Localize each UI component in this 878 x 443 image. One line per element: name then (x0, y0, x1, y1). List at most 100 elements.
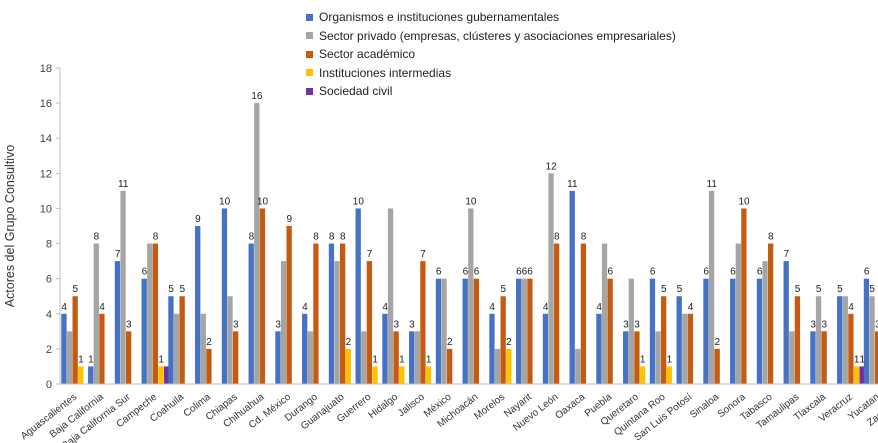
bar (221, 208, 228, 384)
bar (768, 243, 774, 384)
data-label: 3 (233, 319, 239, 330)
bar (628, 278, 634, 384)
legend-label: Sociedad civil (319, 84, 393, 99)
legend: Organismos e instituciones gubernamental… (306, 8, 676, 101)
bar (254, 103, 260, 384)
bar (66, 331, 73, 384)
legend-swatch (306, 13, 313, 21)
bar (280, 261, 287, 384)
bar (163, 366, 170, 384)
bar (382, 313, 388, 384)
bar (414, 331, 420, 384)
bar (853, 366, 860, 384)
bar (741, 208, 747, 384)
y-tick-label: 8 (46, 239, 52, 251)
data-label: 6 (522, 267, 528, 278)
y-tick-label: 18 (40, 63, 52, 75)
bar (355, 208, 361, 384)
legend-item-gobierno: Organismos e instituciones gubernamental… (306, 8, 676, 27)
y-tick-label: 10 (40, 203, 52, 215)
bar (607, 278, 613, 384)
bar (494, 348, 501, 384)
y-axis-title: Actores del Grupo Consultivo (3, 144, 17, 308)
bar (259, 208, 266, 384)
bar (206, 348, 212, 384)
bar (516, 278, 522, 384)
data-label: 4 (382, 302, 388, 313)
data-label: 1 (372, 354, 378, 365)
bar (393, 331, 399, 384)
bar (61, 313, 67, 384)
bar (435, 278, 442, 384)
bar (676, 296, 682, 384)
data-label: 9 (287, 214, 293, 225)
y-tick-label: 16 (40, 98, 52, 110)
bar (399, 366, 405, 384)
data-label: 5 (180, 284, 186, 295)
bar (468, 208, 474, 384)
bar (756, 278, 763, 384)
data-label: 1 (158, 354, 164, 365)
bar (195, 226, 201, 384)
bar (708, 190, 715, 384)
bar (489, 313, 495, 384)
bar (666, 366, 672, 384)
bar (147, 243, 153, 384)
y-tick-label: 12 (40, 168, 52, 180)
data-label: 1 (640, 354, 646, 365)
bar (569, 190, 575, 384)
bar (126, 331, 132, 384)
legend-label: Sector privado (empresas, clústeres y as… (319, 28, 676, 43)
bar (462, 278, 468, 384)
legend-label: Organismos e instituciones gubernamental… (319, 10, 560, 25)
bar (623, 331, 629, 384)
bar (783, 261, 789, 384)
data-label: 6 (474, 267, 480, 278)
bar (328, 243, 335, 384)
data-label: 10 (738, 196, 750, 207)
bar (655, 331, 661, 384)
y-axis: 0 2 4 6 8 10 12 14 16 18 (40, 63, 61, 391)
bar (361, 331, 367, 384)
data-label: 7 (784, 249, 790, 260)
data-label: 5 (837, 284, 843, 295)
data-label: 3 (623, 319, 629, 330)
data-label: 1 (78, 354, 84, 365)
data-label: 1 (88, 354, 94, 365)
bar (848, 313, 854, 384)
bar (93, 243, 99, 384)
data-label: 5 (168, 284, 174, 295)
legend-item-academico: Sector académico (306, 45, 676, 64)
data-label: 1 (667, 354, 673, 365)
data-label: 8 (581, 232, 587, 243)
data-label: 5 (869, 284, 875, 295)
bar (789, 331, 795, 384)
bar (661, 296, 667, 384)
data-label: 1 (854, 354, 860, 365)
data-label: 3 (126, 319, 132, 330)
bar (447, 348, 453, 384)
data-label: 6 (608, 267, 614, 278)
bar (345, 348, 351, 384)
data-label: 6 (730, 267, 736, 278)
data-label: 2 (506, 337, 512, 348)
x-tick-label: Jalisco (396, 391, 427, 419)
bar (730, 278, 736, 384)
legend-item-privado: Sector privado (empresas, clústeres y as… (306, 27, 676, 46)
data-label: 6 (142, 267, 148, 278)
bar (815, 296, 822, 384)
bar (473, 278, 480, 384)
bar (275, 331, 281, 384)
data-label: 4 (61, 302, 67, 313)
x-tick-label: Oaxaca (553, 391, 587, 421)
data-label: 4 (688, 302, 694, 313)
legend-label: Sector académico (319, 47, 416, 62)
bar (420, 261, 426, 384)
data-label: 3 (810, 319, 816, 330)
bar (200, 313, 206, 384)
data-label: 3 (409, 319, 415, 330)
data-label: 5 (816, 284, 822, 295)
bar (334, 261, 340, 384)
